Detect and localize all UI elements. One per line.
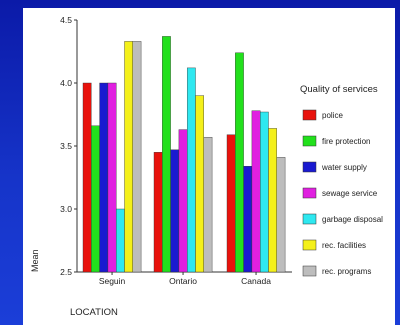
category-label: Canada <box>241 276 271 286</box>
legend-label: rec. facilities <box>322 241 366 250</box>
y-axis-label: Mean <box>30 249 40 272</box>
legend-label: water supply <box>321 163 367 172</box>
bar-seguin-fire-protection <box>91 125 100 273</box>
legend-label: sewage service <box>322 189 378 198</box>
legend: Quality of services police fire protectio… <box>300 84 383 277</box>
bar-seguin-rec-programs <box>132 41 142 273</box>
bar-canada-garbage-disposal <box>260 111 269 273</box>
legend-swatch <box>302 239 317 251</box>
bar-ontario-rec-facilities <box>195 95 205 273</box>
legend-swatch <box>302 265 317 277</box>
y-tick-label: 4.5 <box>60 15 72 25</box>
bar-ontario-garbage-disposal <box>186 67 196 273</box>
bar-ontario-fire-protection <box>162 36 171 273</box>
legend-label: fire protection <box>322 137 370 146</box>
legend-label: police <box>322 111 343 120</box>
bar-canada-water-supply <box>243 165 253 273</box>
bar-ontario-police <box>153 152 163 273</box>
y-tick-label: 3.0 <box>60 204 72 214</box>
bar-seguin-police <box>82 82 92 273</box>
bar-canada-rec-programs <box>276 157 286 273</box>
bar-ontario-rec-programs <box>203 136 213 273</box>
y-tick-label: 2.5 <box>60 267 72 277</box>
legend-label: garbage disposal <box>322 215 383 224</box>
bar-seguin-rec-facilities <box>124 41 134 273</box>
legend-swatch <box>302 213 317 225</box>
y-tick-label: 4.0 <box>60 78 72 88</box>
bar-seguin-garbage-disposal <box>115 208 125 273</box>
bar-canada-sewage-service <box>251 110 261 273</box>
plot-area: 2.5 3.0 3.5 4.0 4.5 Seguin Ontario Canada <box>60 15 292 286</box>
x-axis-label: LOCATION <box>70 307 118 318</box>
bar-seguin-water-supply <box>99 82 109 273</box>
bar-canada-rec-facilities <box>268 128 278 273</box>
legend-swatch <box>302 109 317 121</box>
bar-ontario-sewage-service <box>178 129 188 273</box>
category-label: Seguin <box>99 276 126 286</box>
y-tick-label: 3.5 <box>60 141 72 151</box>
legend-swatch <box>302 161 317 173</box>
category-label: Ontario <box>169 276 197 286</box>
bar-canada-fire-protection <box>235 52 244 273</box>
legend-title: Quality of services <box>300 84 378 95</box>
bar-canada-police <box>226 134 236 273</box>
legend-label: rec. programs <box>322 267 371 276</box>
bar-seguin-sewage-service <box>107 82 117 273</box>
bar-ontario-water-supply <box>170 149 180 273</box>
legend-swatch <box>302 187 317 199</box>
legend-swatch <box>302 135 317 147</box>
